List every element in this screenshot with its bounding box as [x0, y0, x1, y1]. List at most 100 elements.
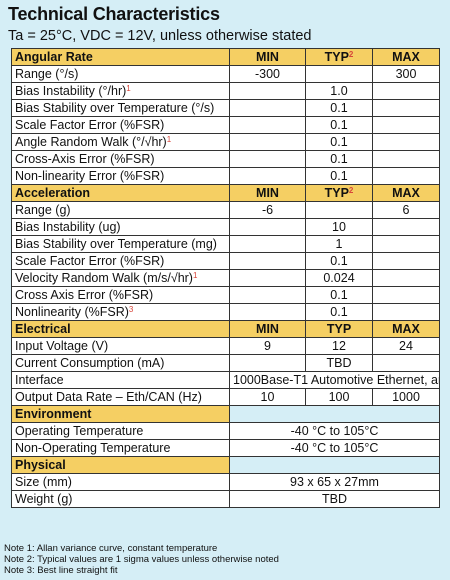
row-label: Non-linearity Error (%FSR)	[11, 167, 230, 185]
table-row: Scale Factor Error (%FSR) 0.1	[11, 252, 440, 270]
value-max	[372, 354, 440, 372]
header-blank	[229, 456, 440, 474]
value-min	[229, 303, 306, 321]
row-label: Range (g)	[11, 201, 230, 219]
table-row: Non-linearity Error (%FSR) 0.1	[11, 167, 440, 185]
section-title: Environment	[11, 405, 230, 423]
value-typ: 1.0	[305, 82, 373, 100]
value-min: -6	[229, 201, 306, 219]
value-min	[229, 82, 306, 100]
value-max: 300	[372, 65, 440, 83]
table-row: Interface 1000Base-T1 Automotive Etherne…	[11, 371, 440, 389]
value-typ: 12	[305, 337, 373, 355]
value-min	[229, 354, 306, 372]
value-max	[372, 252, 440, 270]
row-label: Non-Operating Temperature	[11, 439, 230, 457]
value-max	[372, 235, 440, 253]
row-label: Nonlinearity (%FSR)3	[11, 303, 230, 321]
section-header-physical: Physical	[11, 456, 440, 474]
col-typ: TYP2	[305, 184, 373, 202]
section-header-angular-rate: Angular Rate MIN TYP2 MAX	[11, 48, 440, 66]
value-typ: 0.1	[305, 133, 373, 151]
table-row: Output Data Rate – Eth/CAN (Hz) 10 100 1…	[11, 388, 440, 406]
table-row: Bias Stability over Temperature (mg) 1	[11, 235, 440, 253]
value-typ: 0.1	[305, 150, 373, 168]
row-label: Angle Random Walk (°/√hr)1	[11, 133, 230, 151]
row-label: Bias Instability (°/hr)1	[11, 82, 230, 100]
row-label: Output Data Rate – Eth/CAN (Hz)	[11, 388, 230, 406]
table-row: Angle Random Walk (°/√hr)1 0.1	[11, 133, 440, 151]
row-value: 93 x 65 x 27mm	[229, 473, 440, 491]
table-row: Current Consumption (mA) TBD	[11, 354, 440, 372]
col-min: MIN	[229, 48, 306, 66]
value-min	[229, 252, 306, 270]
col-max: MAX	[372, 320, 440, 338]
row-value: TBD	[229, 490, 440, 508]
value-max: 6	[372, 201, 440, 219]
row-label: Operating Temperature	[11, 422, 230, 440]
value-typ: 0.1	[305, 252, 373, 270]
header-blank	[229, 405, 440, 423]
col-typ: TYP2	[305, 48, 373, 66]
interface-value: 1000Base-T1 Automotive Ethernet, and CAN…	[229, 371, 440, 389]
value-max: 24	[372, 337, 440, 355]
col-min: MIN	[229, 184, 306, 202]
table-row: Velocity Random Walk (m/s/√hr)1 0.024	[11, 269, 440, 287]
table-row: Scale Factor Error (%FSR) 0.1	[11, 116, 440, 134]
table-row: Cross Axis Error (%FSR) 0.1	[11, 286, 440, 304]
value-min: 9	[229, 337, 306, 355]
value-min	[229, 218, 306, 236]
value-typ: 0.1	[305, 116, 373, 134]
note-3: Note 3: Best line straight fit	[4, 565, 118, 576]
value-min	[229, 99, 306, 117]
row-label: Size (mm)	[11, 473, 230, 491]
note-2: Note 2: Typical values are 1 sigma value…	[4, 554, 279, 565]
value-min	[229, 286, 306, 304]
table-row: Nonlinearity (%FSR)3 0.1	[11, 303, 440, 321]
page-title: Technical Characteristics	[8, 4, 220, 24]
value-typ: 100	[305, 388, 373, 406]
section-title: Physical	[11, 456, 230, 474]
row-value: -40 °C to 105°C	[229, 439, 440, 457]
row-label: Cross-Axis Error (%FSR)	[11, 150, 230, 168]
value-max	[372, 269, 440, 287]
row-label: Bias Stability over Temperature (°/s)	[11, 99, 230, 117]
value-min	[229, 235, 306, 253]
row-value: -40 °C to 105°C	[229, 422, 440, 440]
table-row: Range (°/s) -300 300	[11, 65, 440, 83]
value-typ	[305, 201, 373, 219]
row-label: Input Voltage (V)	[11, 337, 230, 355]
value-min	[229, 116, 306, 134]
col-max: MAX	[372, 48, 440, 66]
note-1: Note 1: Allan variance curve, constant t…	[4, 543, 218, 554]
section-header-acceleration: Acceleration MIN TYP2 MAX	[11, 184, 440, 202]
value-typ: 10	[305, 218, 373, 236]
section-title: Electrical	[11, 320, 230, 338]
row-label: Interface	[11, 371, 230, 389]
row-label: Scale Factor Error (%FSR)	[11, 116, 230, 134]
table-row: Input Voltage (V) 9 12 24	[11, 337, 440, 355]
value-min	[229, 133, 306, 151]
table-row: Non-Operating Temperature -40 °C to 105°…	[11, 439, 440, 457]
value-max	[372, 167, 440, 185]
value-max	[372, 133, 440, 151]
row-label: Range (°/s)	[11, 65, 230, 83]
row-label: Cross Axis Error (%FSR)	[11, 286, 230, 304]
row-label: Bias Stability over Temperature (mg)	[11, 235, 230, 253]
table-row: Range (g) -6 6	[11, 201, 440, 219]
section-title: Angular Rate	[11, 48, 230, 66]
value-typ	[305, 65, 373, 83]
spec-table: Angular Rate MIN TYP2 MAX Range (°/s) -3…	[11, 48, 440, 508]
col-typ: TYP	[305, 320, 373, 338]
row-label: Velocity Random Walk (m/s/√hr)1	[11, 269, 230, 287]
section-title: Acceleration	[11, 184, 230, 202]
row-label: Current Consumption (mA)	[11, 354, 230, 372]
table-row: Bias Instability (°/hr)1 1.0	[11, 82, 440, 100]
table-row: Size (mm) 93 x 65 x 27mm	[11, 473, 440, 491]
value-max	[372, 116, 440, 134]
section-header-environment: Environment	[11, 405, 440, 423]
table-row: Weight (g) TBD	[11, 490, 440, 508]
value-min	[229, 269, 306, 287]
table-row: Cross-Axis Error (%FSR) 0.1	[11, 150, 440, 168]
value-max: 1000	[372, 388, 440, 406]
